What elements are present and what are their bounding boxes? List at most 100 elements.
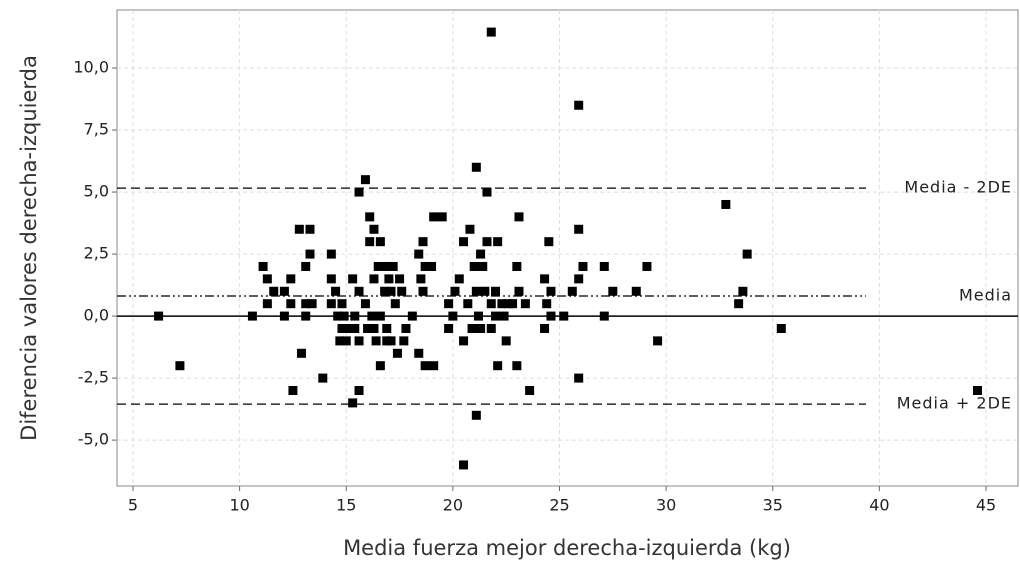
point — [384, 274, 394, 284]
point — [444, 323, 454, 333]
point — [574, 100, 584, 110]
x-tick-label: 5 — [128, 496, 138, 515]
point — [360, 299, 370, 309]
point — [418, 237, 428, 247]
point — [305, 224, 315, 234]
x-tick-label: 25 — [549, 496, 569, 515]
point — [350, 323, 360, 333]
plot-frame — [116, 9, 1019, 487]
point — [514, 286, 524, 296]
point — [454, 274, 464, 284]
point — [542, 299, 552, 309]
point — [305, 249, 315, 259]
point — [262, 274, 272, 284]
y-tick-label: 0,0 — [84, 306, 109, 325]
point — [742, 249, 752, 259]
point — [337, 299, 347, 309]
x-tick-label: 40 — [869, 496, 889, 515]
point — [348, 274, 358, 284]
point — [420, 361, 430, 371]
point — [429, 212, 439, 222]
y-tick-label: -5,0 — [78, 430, 109, 449]
point — [354, 286, 364, 296]
point — [599, 311, 609, 321]
point — [471, 286, 481, 296]
point — [395, 274, 405, 284]
point — [508, 299, 518, 309]
point — [482, 237, 492, 247]
point — [269, 286, 279, 296]
point — [414, 249, 424, 259]
point — [392, 348, 402, 358]
reference-label: Media — [959, 285, 1012, 304]
point — [335, 336, 345, 346]
reference-label: Media + 2DE — [897, 394, 1012, 413]
point — [339, 311, 349, 321]
point — [414, 348, 424, 358]
point — [444, 299, 454, 309]
point — [416, 274, 426, 284]
point — [388, 261, 398, 271]
point — [578, 261, 588, 271]
point — [401, 323, 411, 333]
point — [369, 274, 379, 284]
point — [371, 336, 381, 346]
point — [631, 286, 641, 296]
point — [337, 323, 347, 333]
point — [360, 175, 370, 185]
point — [459, 460, 469, 470]
point — [318, 373, 328, 383]
point — [574, 373, 584, 383]
point — [418, 286, 428, 296]
point — [471, 410, 481, 420]
point — [465, 224, 475, 234]
point — [776, 323, 786, 333]
point — [512, 261, 522, 271]
point — [567, 286, 577, 296]
point — [491, 286, 501, 296]
point — [343, 323, 353, 333]
point — [574, 274, 584, 284]
point — [175, 361, 185, 371]
point — [354, 386, 364, 396]
point — [540, 274, 550, 284]
point — [499, 311, 509, 321]
point — [301, 299, 311, 309]
point — [301, 311, 311, 321]
point — [258, 261, 268, 271]
point — [288, 386, 298, 396]
point — [482, 187, 492, 197]
point — [471, 162, 481, 172]
point — [380, 286, 390, 296]
point — [450, 286, 460, 296]
point — [407, 311, 417, 321]
point — [478, 261, 488, 271]
x-tick-label: 10 — [229, 496, 249, 515]
point — [525, 386, 535, 396]
point — [247, 311, 257, 321]
point — [459, 237, 469, 247]
point — [386, 336, 396, 346]
point — [491, 311, 501, 321]
point — [382, 323, 392, 333]
point — [501, 336, 511, 346]
point — [480, 286, 490, 296]
point — [307, 299, 317, 309]
x-tick-label: 45 — [976, 496, 996, 515]
point — [286, 299, 296, 309]
point — [459, 336, 469, 346]
point — [326, 274, 336, 284]
point — [341, 336, 351, 346]
x-tick-label: 35 — [763, 496, 783, 515]
point — [286, 274, 296, 284]
y-axis-title: Diferencia valores derecha-izquierda — [17, 55, 41, 441]
point — [326, 299, 336, 309]
x-tick-label: 30 — [656, 496, 676, 515]
point — [354, 187, 364, 197]
point — [574, 224, 584, 234]
point — [734, 299, 744, 309]
point — [397, 286, 407, 296]
point — [544, 237, 554, 247]
point — [375, 237, 385, 247]
point — [467, 323, 477, 333]
